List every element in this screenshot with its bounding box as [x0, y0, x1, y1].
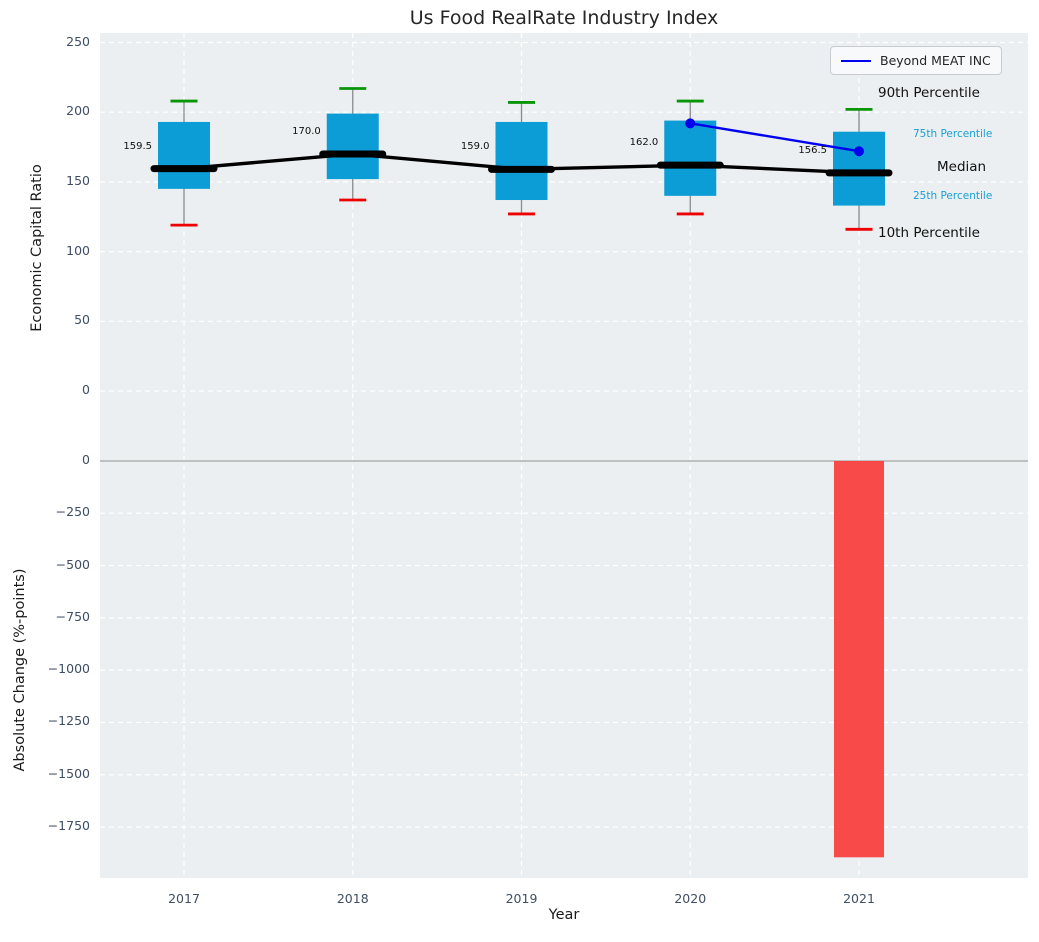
x-axis-label: Year	[548, 907, 580, 923]
ytick-top-200: 200	[66, 103, 90, 119]
legend-line-icon	[841, 59, 871, 62]
xtick-2019: 2019	[505, 891, 538, 906]
percentile-label-75th: 75th Percentile	[913, 128, 993, 140]
chart-title: Us Food RealRate Industry Index	[409, 7, 719, 29]
box-2019[interactable]	[495, 121, 548, 201]
percentile-label-median: Median	[937, 159, 987, 175]
change-bar-2021[interactable]	[834, 461, 884, 858]
xtick-2018: 2018	[336, 891, 369, 906]
box-2017[interactable]	[158, 121, 210, 189]
box-2018[interactable]	[326, 113, 379, 180]
company-point-2021[interactable]	[854, 146, 864, 157]
ytick-top-100: 100	[66, 242, 90, 258]
ytick-bottom--1750: −1750	[47, 818, 90, 833]
y-axis-label-bottom: Absolute Change (%-points)	[12, 568, 28, 772]
company-line[interactable]	[690, 122, 860, 153]
percentile-label-10th: 10th Percentile	[878, 225, 980, 241]
xtick-2021: 2021	[843, 891, 875, 906]
median-annotation-2018: 170.0	[292, 126, 321, 138]
ytick-bottom--1250: −1250	[47, 713, 90, 729]
ytick-bottom--1000: −1000	[47, 661, 90, 677]
median-annotation-2019: 159.0	[460, 141, 490, 153]
ytick-top-150: 150	[66, 172, 90, 188]
ytick-top-50: 50	[74, 312, 90, 328]
legend-entry-label: Beyond MEAT INC	[880, 53, 991, 68]
box-2020[interactable]	[664, 120, 717, 196]
box-2021[interactable]	[833, 131, 885, 206]
ytick-bottom--250: −250	[55, 504, 90, 520]
median-annotation-2020: 162.0	[629, 137, 659, 149]
ytick-bottom-0: 0	[82, 452, 90, 467]
xtick-2020: 2020	[674, 891, 707, 906]
median-annotation-2017: 159.5	[123, 140, 152, 152]
chart-canvas	[100, 33, 1028, 878]
ytick-bottom--500: −500	[55, 556, 90, 572]
percentile-label-25th: 25th Percentile	[913, 190, 993, 202]
percentile-label-90th: 90th Percentile	[878, 85, 980, 101]
median-annotation-2021: 156.5	[798, 144, 827, 156]
company-point-2020[interactable]	[685, 118, 696, 129]
xtick-2017: 2017	[168, 891, 200, 906]
ytick-bottom--750: −750	[55, 608, 90, 624]
ytick-top-0: 0	[82, 382, 90, 397]
legend[interactable]: Beyond MEAT INC	[830, 46, 1002, 75]
ytick-bottom--1500: −1500	[47, 765, 90, 781]
ytick-top-250: 250	[66, 33, 90, 49]
